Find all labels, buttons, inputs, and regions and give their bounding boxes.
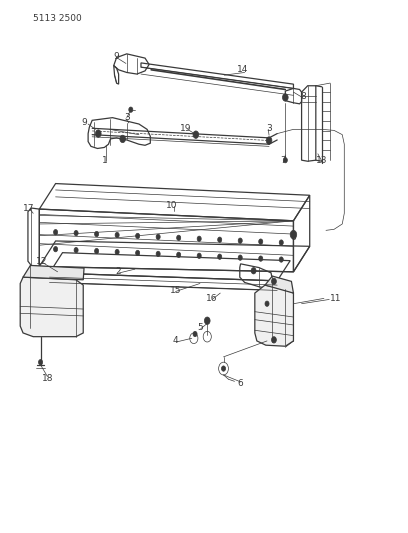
Circle shape — [115, 232, 119, 238]
Circle shape — [95, 231, 99, 237]
Circle shape — [129, 107, 133, 112]
Text: 15: 15 — [170, 286, 181, 295]
Circle shape — [238, 238, 242, 244]
Text: 12: 12 — [35, 257, 47, 265]
Circle shape — [135, 251, 140, 256]
Circle shape — [135, 233, 140, 239]
Circle shape — [238, 255, 242, 260]
Text: 5113 2500: 5113 2500 — [33, 14, 82, 23]
Text: 1: 1 — [102, 156, 107, 165]
Text: 11: 11 — [330, 294, 341, 303]
Circle shape — [251, 268, 256, 274]
Circle shape — [222, 366, 226, 371]
Circle shape — [204, 317, 210, 325]
Circle shape — [197, 253, 201, 259]
Circle shape — [95, 248, 99, 254]
Text: 18: 18 — [42, 374, 53, 383]
Circle shape — [279, 240, 283, 245]
Text: 10: 10 — [166, 201, 177, 210]
Circle shape — [279, 257, 283, 262]
Text: 13: 13 — [316, 156, 328, 165]
Circle shape — [218, 237, 222, 243]
Text: 4: 4 — [173, 336, 178, 345]
Text: 14: 14 — [237, 66, 248, 74]
Circle shape — [156, 251, 160, 256]
Circle shape — [156, 234, 160, 239]
Circle shape — [115, 249, 119, 255]
Text: 7: 7 — [280, 156, 286, 165]
Circle shape — [53, 247, 58, 252]
Polygon shape — [265, 276, 293, 293]
Text: 5: 5 — [197, 323, 203, 332]
Circle shape — [193, 332, 197, 337]
Text: 6: 6 — [238, 379, 244, 388]
Circle shape — [290, 230, 297, 239]
Text: 19: 19 — [180, 124, 191, 133]
Circle shape — [177, 252, 181, 257]
Circle shape — [259, 239, 263, 244]
Circle shape — [95, 130, 101, 138]
Circle shape — [266, 137, 272, 144]
Polygon shape — [23, 265, 84, 280]
Circle shape — [283, 158, 287, 163]
Circle shape — [193, 131, 199, 139]
Circle shape — [271, 337, 276, 343]
Circle shape — [177, 235, 181, 240]
Circle shape — [259, 256, 263, 261]
Circle shape — [197, 236, 201, 241]
Text: 2: 2 — [116, 268, 122, 276]
Circle shape — [120, 135, 126, 143]
Text: 8: 8 — [301, 92, 306, 101]
Circle shape — [53, 230, 58, 235]
Circle shape — [38, 360, 42, 365]
Circle shape — [74, 247, 78, 253]
Polygon shape — [20, 277, 83, 337]
Text: 3: 3 — [124, 113, 130, 122]
Text: 3: 3 — [266, 124, 272, 133]
Circle shape — [265, 301, 269, 306]
Text: 16: 16 — [206, 294, 218, 303]
Polygon shape — [255, 285, 293, 346]
Text: 9: 9 — [114, 52, 120, 61]
Text: 9: 9 — [81, 118, 87, 127]
Circle shape — [271, 278, 276, 285]
Circle shape — [218, 254, 222, 260]
Text: 17: 17 — [23, 204, 35, 213]
Circle shape — [282, 94, 288, 101]
Circle shape — [74, 230, 78, 236]
Text: 6: 6 — [290, 233, 296, 242]
